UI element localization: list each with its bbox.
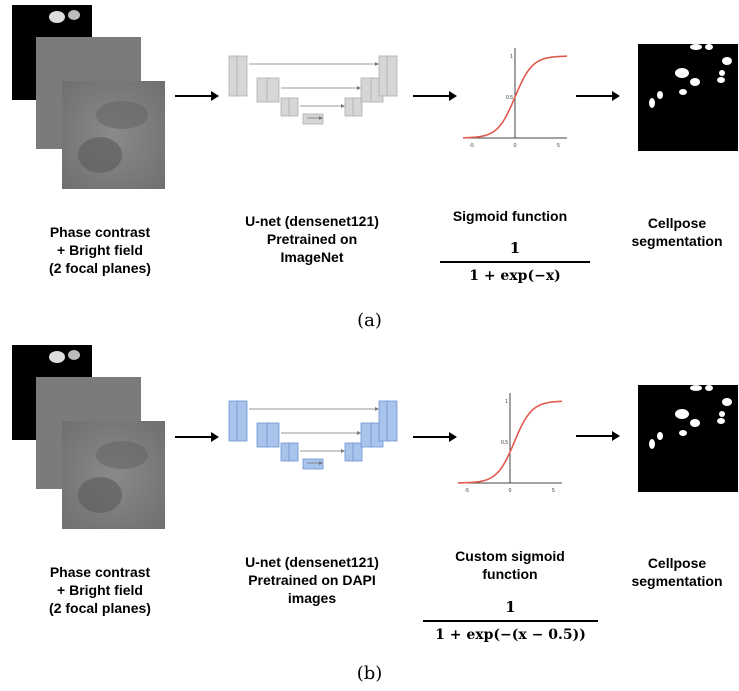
formula-numerator: 1: [509, 239, 521, 257]
fraction-bar: [440, 261, 590, 263]
unet-block: [302, 113, 324, 125]
x-tick-label: 0: [514, 143, 517, 149]
arrow-icon: [175, 432, 219, 442]
x-tick-label: -5: [469, 143, 474, 149]
arrow-icon: [357, 431, 361, 435]
y-tick-label: 1: [505, 399, 508, 405]
unet-block: [352, 442, 363, 462]
x-tick-label: 5: [557, 143, 560, 149]
arrow-icon: [375, 62, 379, 66]
y-tick-label: 1: [510, 54, 513, 60]
formula-denominator: 1 + exp(−x): [469, 267, 561, 284]
sigmoid-formula: 1 1 + exp(−x): [440, 238, 590, 286]
output-label: Cellpose segmentation: [631, 215, 723, 249]
formula-numerator: 1: [505, 598, 516, 616]
arrow-icon: [319, 116, 323, 120]
arrow-icon: [357, 86, 361, 90]
unet-block: [236, 55, 248, 97]
input-image-stack: [12, 5, 172, 190]
output-label: Cellpose segmentation: [631, 555, 723, 589]
panel-a: -5 0 5 0.5 1 Phase contrast + Bright field (…: [0, 0, 739, 345]
unet-block: [386, 400, 398, 442]
function-label: Sigmoid function: [452, 208, 568, 224]
input-label: Phase contrast + Bright field (2 focal p…: [49, 224, 151, 276]
arrow-icon: [375, 407, 379, 411]
unet-block: [386, 55, 398, 97]
arrow-icon: [576, 91, 620, 101]
arrow-icon: [175, 91, 219, 101]
microscopy-images: [12, 345, 165, 529]
model-label: U-net (densenet121) Pretrained on DAPI i…: [245, 554, 379, 606]
panel-caption: (b): [356, 663, 383, 684]
y-tick-label: 0.5: [506, 95, 513, 101]
input-image-stack: [12, 345, 172, 530]
unet-block: [352, 97, 363, 117]
x-tick-label: 0: [509, 488, 512, 494]
arrow-icon: [341, 449, 345, 453]
segmentation-mask: [638, 44, 738, 151]
sigmoid-plot: -5 0 5 0.5 1: [457, 393, 563, 494]
sigmoid-curve: [457, 400, 563, 484]
sigmoid-curve: [462, 55, 568, 139]
unet-diagram: [228, 55, 398, 125]
unet-block: [302, 458, 324, 470]
x-tick-label: -5: [464, 488, 469, 494]
segmentation-mask: [638, 385, 738, 492]
y-tick-label: 0.5: [501, 440, 508, 446]
model-label: U-net (densenet121) Pretrained on ImageN…: [245, 213, 379, 265]
microscopy-images: [12, 5, 165, 189]
unet-diagram: [228, 400, 398, 470]
input-label: Phase contrast + Bright field (2 focal p…: [49, 564, 151, 616]
unet-block: [288, 442, 299, 462]
formula-denominator: 1 + exp(−(x − 0.5)): [435, 626, 586, 643]
x-tick-label: 5: [552, 488, 555, 494]
panel-b: -5 0 5 0.5 1 Phase contrast + Bright field (…: [0, 345, 739, 691]
sigmoid-plot: -5 0 5 0.5 1: [462, 48, 568, 149]
sigmoid-formula: 1 1 + exp(−(x − 0.5)): [423, 597, 598, 645]
function-label: Custom sigmoid function: [455, 548, 565, 582]
arrow-icon: [576, 431, 620, 441]
arrow-icon: [413, 432, 457, 442]
unet-block: [266, 77, 280, 103]
fraction-bar: [423, 620, 598, 622]
arrow-icon: [319, 461, 323, 465]
unet-block: [266, 422, 280, 448]
panel-caption: (a): [357, 310, 382, 331]
arrow-icon: [413, 91, 457, 101]
arrow-icon: [341, 104, 345, 108]
unet-block: [236, 400, 248, 442]
unet-block: [288, 97, 299, 117]
